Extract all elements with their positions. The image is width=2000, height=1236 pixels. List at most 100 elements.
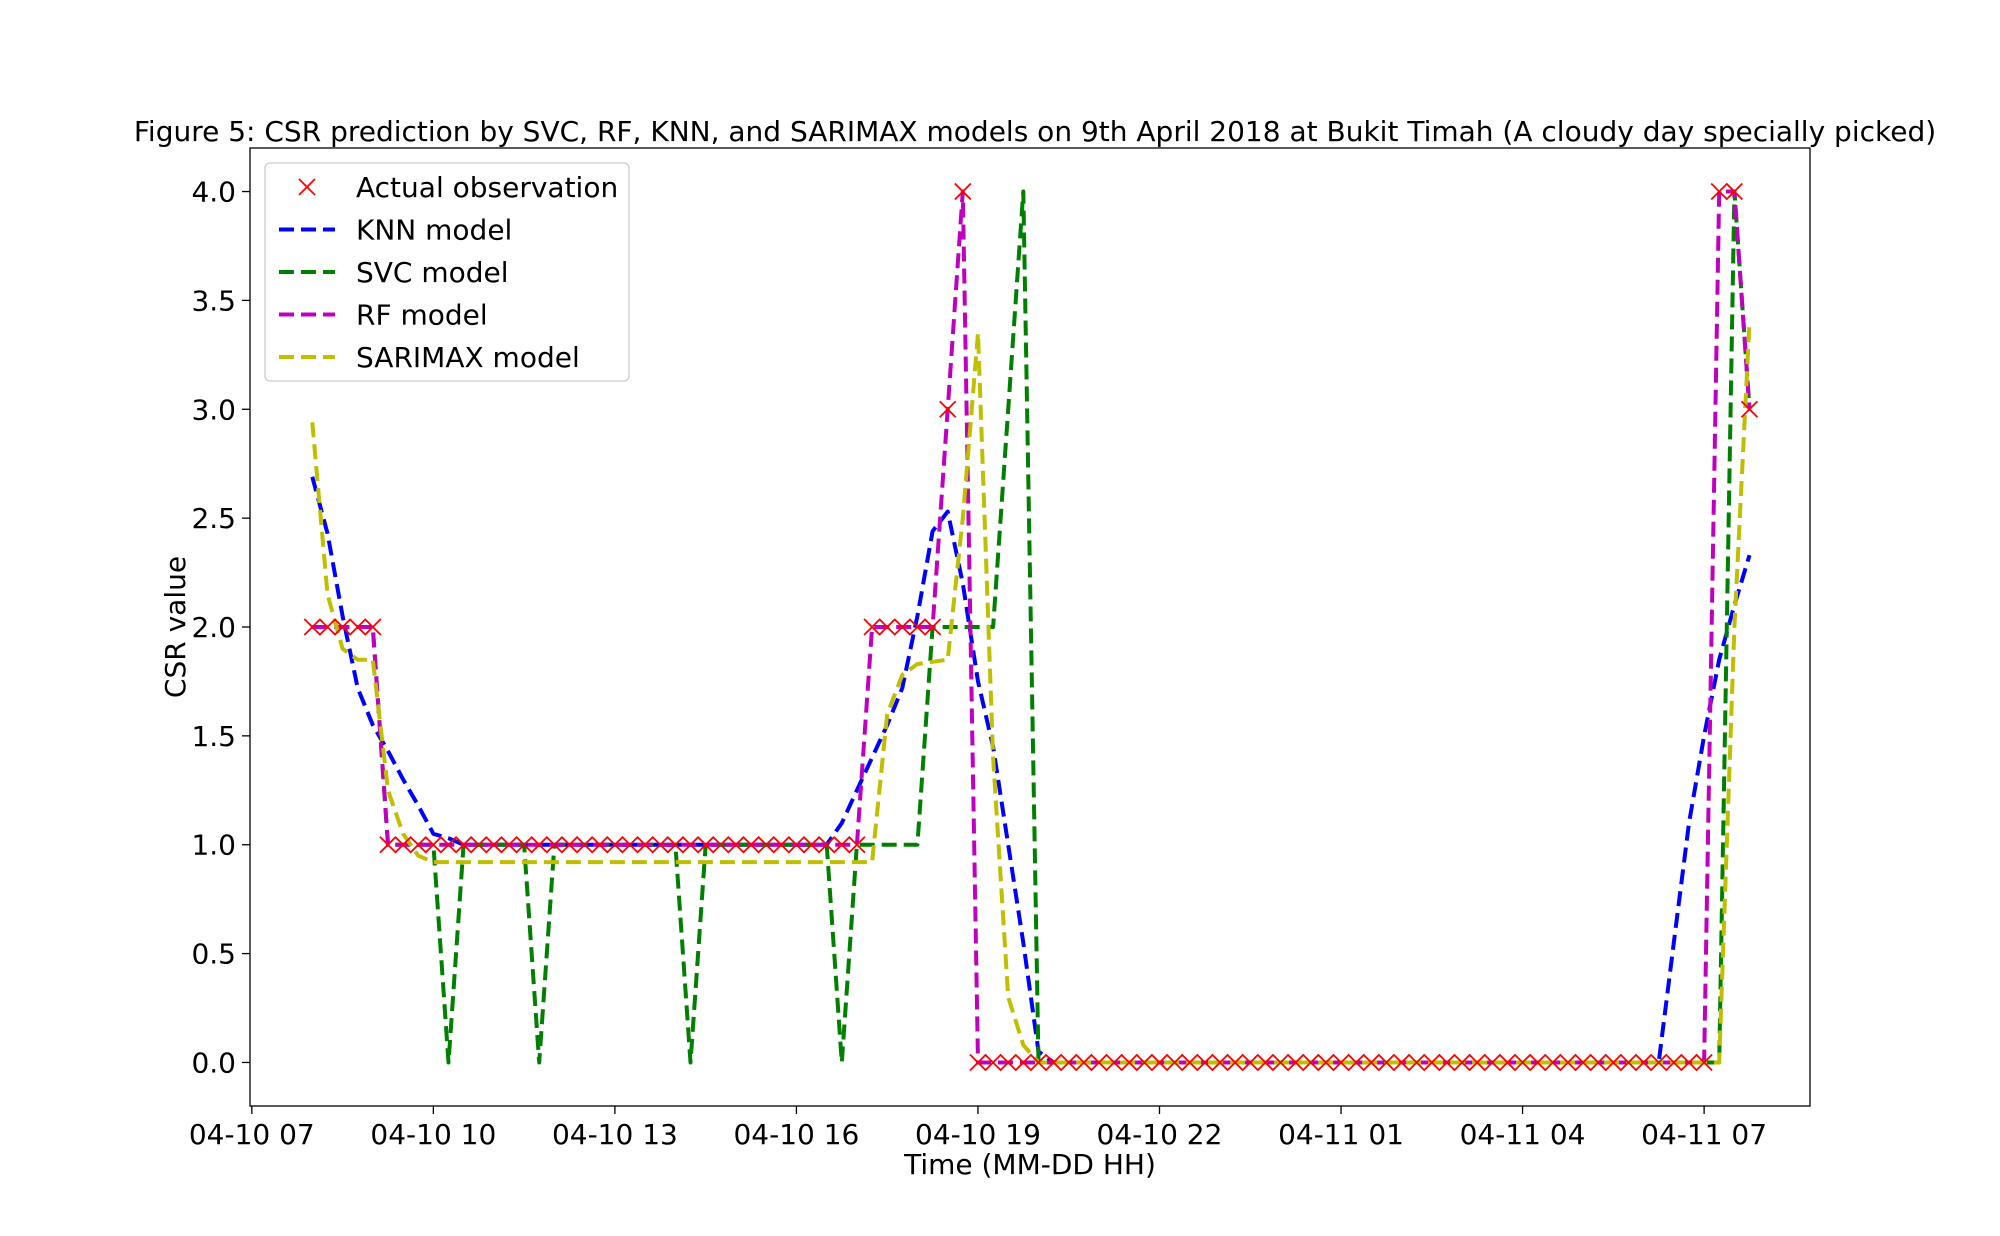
observation-point: [772, 836, 790, 854]
legend: Actual observation KNN model SVC model RF m…: [264, 162, 630, 382]
observation-point: [1513, 1053, 1532, 1072]
observation-point: [1650, 1053, 1668, 1072]
legend-label: KNN model: [356, 214, 512, 247]
x-tick-label: 04-11 01: [1278, 1118, 1404, 1151]
observation-point: [1014, 1053, 1032, 1072]
observation-point: [349, 618, 367, 636]
legend-item-svc-model: SVC model: [279, 256, 509, 289]
observation-point: [1725, 182, 1743, 201]
y-tick-label: 0.0: [191, 1046, 236, 1079]
observation-point: [379, 836, 397, 854]
legend-box: [264, 162, 630, 382]
observation-point: [1226, 1053, 1244, 1072]
observation-point: [1196, 1053, 1214, 1072]
observation-point: [893, 618, 911, 636]
legend-label: SARIMAX model: [356, 341, 580, 374]
observation-point: [1347, 1053, 1365, 1072]
observation-point: [1317, 1053, 1335, 1072]
observation-point: [1695, 1053, 1713, 1072]
observation-point: [1105, 1053, 1123, 1072]
observation-point: [1680, 1053, 1698, 1072]
observation-point: [1544, 1053, 1562, 1072]
observation-point: [1468, 1053, 1486, 1072]
observation-point: [439, 836, 458, 854]
y-tick-label: 1.5: [191, 720, 236, 753]
observation-point: [1120, 1053, 1138, 1072]
observation-point: [1589, 1053, 1607, 1072]
y-tick-label: 2.5: [191, 502, 236, 535]
observation-point: [1060, 1053, 1078, 1072]
observation-point: [1135, 1053, 1154, 1072]
observation-point: [1574, 1053, 1592, 1072]
observation-point: [1438, 1053, 1456, 1072]
observation-point: [939, 400, 957, 418]
observation-point: [1181, 1053, 1199, 1072]
observation-point: [1529, 1053, 1547, 1072]
observation-point: [1302, 1053, 1320, 1072]
observation-point: [681, 836, 700, 854]
observation-point: [984, 1053, 1002, 1072]
observation-point: [1362, 1053, 1380, 1072]
observation-point: [1150, 1053, 1169, 1072]
observation-point: [1165, 1053, 1184, 1072]
legend-label: SVC model: [356, 256, 509, 289]
observation-point: [787, 836, 806, 854]
observation-point: [1498, 1053, 1517, 1072]
chart-title: Figure 5: CSR prediction by SVC, RF, KNN…: [134, 115, 1936, 148]
legend-swatch: [298, 178, 316, 196]
observation-point: [394, 836, 412, 854]
observation-point: [1710, 182, 1728, 201]
observation-point: [1483, 1053, 1501, 1072]
rf-model-line: [312, 189, 1752, 1065]
observation-point: [1090, 1053, 1108, 1072]
observation-point: [303, 618, 321, 636]
y-tick-label: 4.0: [191, 176, 236, 209]
y-axis-label: CSR value: [159, 556, 192, 698]
legend-item-knn-model: KNN model: [279, 214, 512, 247]
observation-point: [1332, 1053, 1350, 1072]
x-tick-label: 04-11 07: [1641, 1118, 1767, 1151]
observation-point: [1619, 1053, 1638, 1072]
observation-point: [1287, 1053, 1305, 1072]
series-layer: [303, 182, 1759, 1072]
observation-point: [1634, 1053, 1653, 1072]
observation-point: [818, 836, 836, 854]
observation-point: [848, 836, 866, 854]
observation-point: [454, 836, 473, 854]
legend-label: RF model: [356, 299, 488, 332]
observation-point: [1423, 1053, 1441, 1072]
y-axis: 0.0 0.5 1.0 1.5 2.0 2.5 3.0 3.5 4.0: [191, 176, 250, 1079]
legend-item-actual-observation: Actual observation: [298, 171, 618, 204]
observation-point: [545, 836, 564, 854]
observation-point: [1377, 1053, 1396, 1072]
y-tick-label: 3.0: [191, 393, 236, 426]
observation-point: [1559, 1053, 1577, 1072]
observation-point: [802, 836, 821, 854]
observation-point: [878, 618, 896, 636]
observation-point: [606, 836, 624, 854]
observation-point: [318, 618, 337, 636]
observation-point: [1044, 1053, 1063, 1072]
observation-point: [1256, 1053, 1275, 1072]
y-tick-label: 1.0: [191, 829, 236, 862]
observation-point: [999, 1053, 1017, 1072]
observation-point: [1075, 1053, 1093, 1072]
x-tick-label: 04-10 10: [370, 1118, 496, 1151]
observation-point: [727, 836, 745, 854]
x-tick-label: 04-10 19: [915, 1118, 1041, 1151]
observation-point: [560, 836, 579, 854]
observation-point: [908, 618, 927, 636]
actual-observation-markers: [303, 182, 1759, 1072]
x-axis-label: Time (MM-DD HH): [903, 1148, 1156, 1181]
x-tick-label: 04-10 07: [189, 1118, 315, 1151]
observation-point: [666, 836, 685, 854]
observation-point: [712, 836, 730, 854]
legend-label: Actual observation: [356, 171, 618, 204]
observation-point: [364, 618, 382, 636]
observation-point: [1453, 1053, 1471, 1072]
observation-point: [621, 836, 639, 854]
observation-point: [333, 618, 352, 636]
legend-item-rf-model: RF model: [279, 299, 488, 332]
x-axis: 04-10 07 04-10 10 04-10 13 04-10 16 04-10 19…: [189, 1106, 1767, 1151]
